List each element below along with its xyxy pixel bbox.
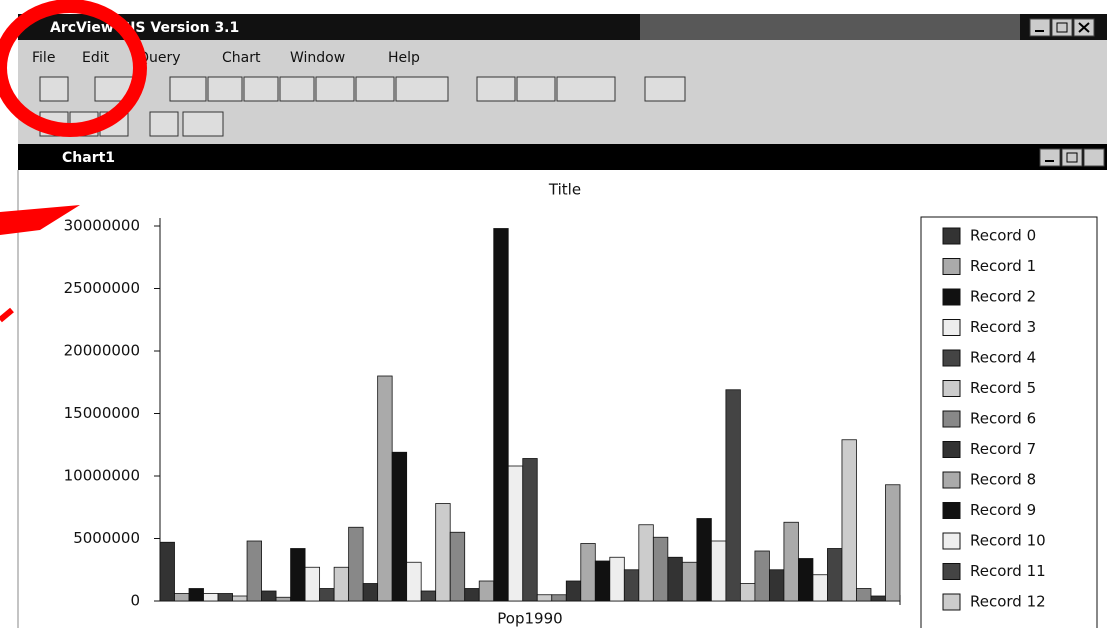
chart-title: Title (548, 181, 581, 199)
bar (552, 595, 567, 601)
chart-window-title: Chart1 (62, 150, 115, 166)
legend-label: Record 11 (970, 562, 1046, 580)
bar (479, 581, 494, 601)
y-tick-label: 25000000 (64, 279, 140, 297)
bar (305, 567, 320, 601)
menu-item[interactable]: Window (290, 50, 345, 66)
bar (349, 527, 364, 601)
bar (392, 452, 407, 601)
bar (450, 532, 465, 601)
y-tick-label: 10000000 (64, 467, 140, 485)
x-axis-label: Pop1990 (497, 610, 562, 628)
bar (871, 596, 886, 601)
legend-label: Record 12 (970, 593, 1046, 611)
legend-swatch (943, 411, 960, 427)
bar (218, 594, 233, 602)
bar (697, 519, 712, 602)
legend-swatch (943, 472, 960, 488)
legend-swatch (943, 381, 960, 397)
bar (784, 522, 799, 601)
menu-item[interactable]: File (32, 50, 55, 66)
bar (827, 549, 842, 602)
bar (247, 541, 262, 601)
y-tick-label: 0 (130, 592, 140, 610)
chart-window-title-bar (18, 144, 1107, 170)
bar (204, 594, 219, 602)
legend-label: Record 6 (970, 410, 1036, 428)
window-title: ArcView GIS Version 3.1 (50, 20, 239, 36)
bar (494, 229, 509, 602)
bar (189, 589, 204, 602)
bar (813, 575, 828, 601)
legend-swatch (943, 228, 960, 244)
legend-label: Record 9 (970, 501, 1036, 519)
bar (711, 541, 726, 601)
menu-item[interactable]: Edit (82, 50, 110, 66)
bar (291, 549, 306, 602)
legend-swatch (943, 289, 960, 305)
y-tick-label: 20000000 (64, 342, 140, 360)
y-tick-label: 15000000 (64, 404, 140, 422)
legend-swatch (943, 564, 960, 580)
legend-label: Record 3 (970, 318, 1036, 336)
bar (262, 591, 277, 601)
legend-swatch (943, 533, 960, 549)
bar (363, 584, 378, 602)
bar (755, 551, 770, 601)
bar (639, 525, 654, 601)
bar (378, 376, 393, 601)
y-tick-label: 5000000 (73, 529, 140, 547)
bar (885, 485, 900, 601)
legend-label: Record 7 (970, 440, 1036, 458)
screen: ArcView GIS Version 3.1 FileEditQueryCha… (0, 0, 1107, 628)
bar (581, 544, 596, 602)
bar (407, 562, 422, 601)
bar (842, 440, 857, 601)
bar (320, 589, 335, 602)
legend-label: Record 0 (970, 227, 1036, 245)
legend-swatch (943, 350, 960, 366)
page: ArcView GIS Version 3.1 FileEditQueryCha… (0, 0, 1107, 628)
title-gradient (640, 14, 1020, 40)
bar (175, 594, 190, 602)
bar (160, 542, 175, 601)
bar (276, 597, 291, 601)
legend-swatch (943, 594, 960, 610)
legend-swatch (943, 442, 960, 458)
bar (769, 570, 784, 601)
legend-label: Record 4 (970, 349, 1036, 367)
menu-item[interactable]: Help (388, 50, 420, 66)
bar (436, 504, 451, 602)
chart-window-controls[interactable] (1040, 149, 1104, 166)
legend-label: Record 5 (970, 379, 1036, 397)
bar (624, 570, 639, 601)
legend-label: Record 10 (970, 532, 1046, 550)
legend-label: Record 8 (970, 471, 1036, 489)
bar (726, 390, 741, 601)
legend-label: Record 1 (970, 257, 1036, 275)
legend-label: Record 2 (970, 288, 1036, 306)
bar (653, 537, 668, 601)
y-tick-label: 30000000 (64, 217, 140, 235)
bar (566, 581, 581, 601)
bar (421, 591, 436, 601)
window-controls[interactable] (1030, 19, 1094, 36)
bar (595, 561, 610, 601)
bar (465, 589, 480, 602)
bar (856, 589, 871, 602)
legend-swatch (943, 320, 960, 336)
legend-swatch (943, 259, 960, 275)
bar (537, 595, 552, 601)
bar (508, 466, 523, 601)
bar (682, 562, 697, 601)
bar (610, 557, 625, 601)
bar (334, 567, 349, 601)
bar (668, 557, 683, 601)
menu-item[interactable]: Chart (222, 50, 261, 66)
bar (233, 596, 248, 601)
bar (798, 559, 813, 602)
bar (523, 459, 538, 602)
legend-swatch (943, 503, 960, 519)
bar (740, 584, 755, 602)
